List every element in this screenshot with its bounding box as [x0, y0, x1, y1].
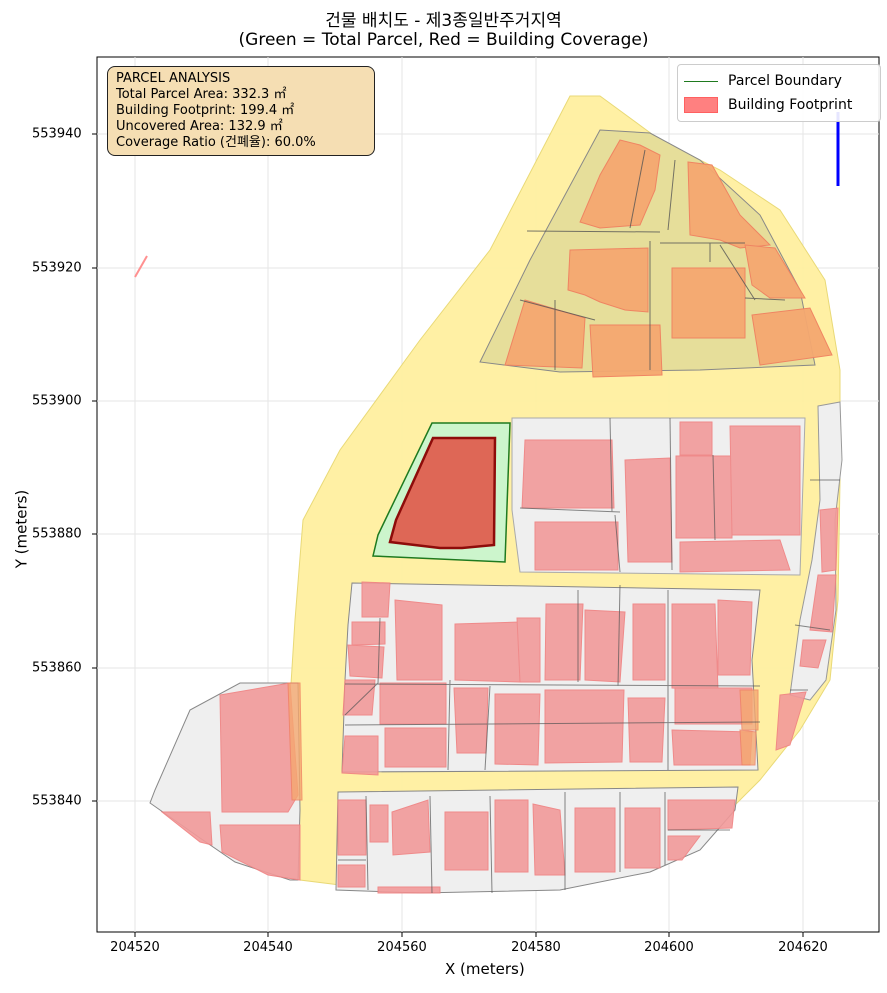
middle-east-lots [519, 417, 840, 691]
parcel-analysis-box: PARCEL ANALYSIS Total Parcel Area: 332.3… [107, 66, 375, 156]
chart-title: 건물 배치도 - 제3종일반주거지역 [325, 11, 562, 31]
west-orange [287, 682, 303, 801]
legend-label: Building Footprint [728, 97, 853, 113]
west-buildings [160, 682, 301, 881]
stray-segment [134, 255, 148, 278]
south-central-buildings [341, 581, 753, 776]
south-central-lots [344, 584, 761, 771]
y-tick-label: 553860 [32, 660, 82, 676]
y-tick-label: 553920 [32, 260, 82, 276]
y-tick-label: 553880 [32, 526, 82, 542]
x-tick-label: 204560 [377, 940, 427, 955]
south-buildings [337, 799, 736, 894]
info-coverage-ratio: Coverage Ratio (건폐율): 60.0% [116, 135, 316, 150]
x-tick-label: 204520 [110, 940, 160, 955]
info-heading: PARCEL ANALYSIS [116, 71, 231, 86]
x-tick-label: 204620 [778, 940, 828, 955]
y-axis-label: Y (meters) [12, 489, 31, 569]
north-lots [519, 149, 786, 370]
legend-item-footprint: Building Footprint [684, 93, 874, 117]
x-tick-label: 204600 [644, 940, 694, 955]
south-central-orange [739, 689, 759, 766]
legend-item-parcel: Parcel Boundary [684, 69, 874, 93]
middle-east-buildings [521, 421, 839, 751]
y-tick-label: 553940 [32, 126, 82, 142]
info-footprint: Building Footprint: 199.4 ㎡ [116, 103, 295, 118]
tick-marks [92, 133, 804, 937]
legend: Parcel Boundary Building Footprint [677, 64, 881, 122]
footprint-swatch [684, 97, 718, 113]
x-tick-label: 204580 [511, 940, 561, 955]
target-building [388, 436, 497, 550]
y-tick-label: 553900 [32, 393, 82, 409]
x-tick-label: 204540 [243, 940, 293, 955]
info-total-area: Total Parcel Area: 332.3 ㎡ [116, 87, 287, 102]
info-uncovered: Uncovered Area: 132.9 ㎡ [116, 119, 283, 134]
chart-subtitle: (Green = Total Parcel, Red = Building Co… [238, 30, 649, 50]
parcel-line-swatch [684, 80, 718, 82]
north-buildings [504, 139, 833, 378]
south-lots [338, 792, 730, 894]
y-tick-label: 553840 [32, 793, 82, 809]
legend-label: Parcel Boundary [728, 73, 842, 89]
x-axis-label: X (meters) [445, 960, 525, 978]
